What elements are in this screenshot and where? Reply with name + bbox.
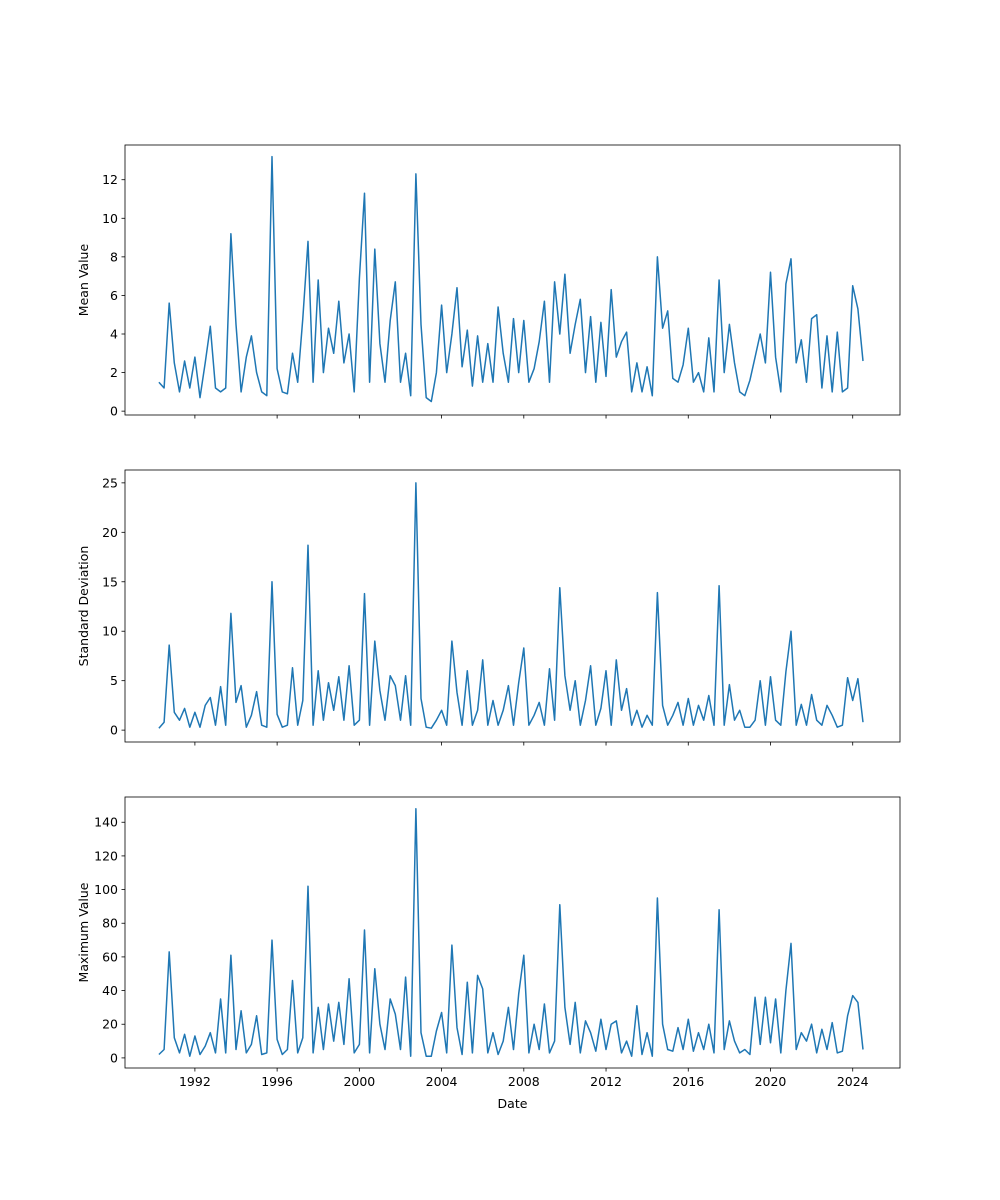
y-tick-label: 20	[102, 525, 118, 540]
y-tick-label: 0	[110, 1050, 118, 1065]
y-tick-label: 40	[102, 983, 118, 998]
y-tick-label: 6	[110, 288, 118, 303]
y-tick-label: 60	[102, 949, 118, 964]
x-tick-label: 2012	[590, 1074, 622, 1089]
subplot-1: 0 2 4 6 8 10 12 Mean Value	[76, 144, 901, 419]
axes-frame	[124, 144, 901, 416]
y-axis-label: Maximum Value	[76, 882, 91, 982]
y-tick-label: 80	[102, 916, 118, 931]
y-tick-label: 25	[102, 475, 118, 490]
y-axis-label: Standard Deviation	[76, 546, 91, 667]
y-tick-label: 0	[110, 404, 118, 419]
subplot-2: 0 5 10 15 20 25 Standard Deviation	[76, 469, 901, 746]
y-tick-label: 20	[102, 1017, 118, 1032]
x-axis-label: Date	[498, 1096, 528, 1111]
y-tick-label: 15	[102, 574, 118, 589]
x-tick-label: 2004	[426, 1074, 458, 1089]
y-tick-label: 12	[102, 172, 118, 187]
series-line	[158, 155, 864, 403]
y-tick-label: 140	[94, 815, 118, 830]
y-tick-label: 0	[110, 723, 118, 738]
x-tick-label: 2000	[343, 1074, 375, 1089]
x-tick-label: 2008	[508, 1074, 540, 1089]
y-tick-label: 8	[110, 249, 118, 264]
y-tick-label: 5	[110, 673, 118, 688]
y-tick-label: 4	[110, 327, 118, 342]
x-tick-label: 1996	[261, 1074, 293, 1089]
y-tick-label: 120	[94, 848, 118, 863]
axes-frame	[124, 796, 901, 1069]
series-line	[158, 808, 864, 1057]
y-tick-label: 10	[102, 211, 118, 226]
axes-frame	[124, 469, 901, 743]
series-line	[158, 482, 864, 729]
x-tick-label: 2024	[837, 1074, 869, 1089]
y-tick-label: 2	[110, 365, 118, 380]
x-tick-label: 1992	[179, 1074, 211, 1089]
y-tick-label: 100	[94, 882, 118, 897]
x-tick-label: 2016	[672, 1074, 704, 1089]
subplot-3: 0 20 40 60 80 100 120 140 1992 1996 2000 2004 2008 20…	[76, 796, 901, 1111]
x-tick-label: 2020	[755, 1074, 787, 1089]
y-axis-label: Mean Value	[76, 244, 91, 317]
y-tick-label: 10	[102, 624, 118, 639]
